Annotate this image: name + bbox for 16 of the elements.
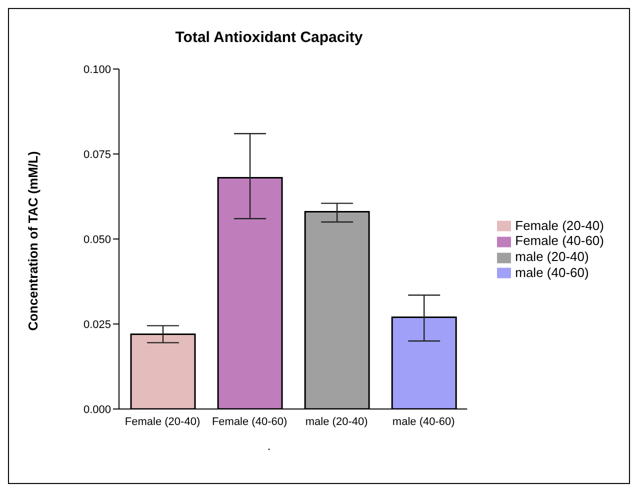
x-tick-label: male (40-60) xyxy=(392,416,455,428)
legend-label: Female (40-60) xyxy=(515,233,604,248)
y-tick-label: 0.025 xyxy=(83,318,111,331)
legend-label: male (20-40) xyxy=(515,249,589,264)
text: . xyxy=(266,439,272,453)
x-tick-label: Female (20-40) xyxy=(124,416,200,428)
legend-label: male (40-60) xyxy=(515,264,589,280)
y-tick-label: 0.100 xyxy=(83,64,111,76)
legend-label: Female (20-40) xyxy=(515,218,604,233)
y-tick-label: 0.050 xyxy=(83,234,111,246)
x-tick-label: Female (40-60) xyxy=(212,416,288,428)
y-tick-label: 0.000 xyxy=(83,404,111,416)
y-axis-title: Concentration of TAC (mM/L) xyxy=(26,151,40,331)
y-tick-label: 0.075 xyxy=(83,148,111,161)
x-tick-label: male (20-40) xyxy=(305,416,368,428)
chart-title: Total Antioxidant Capacity xyxy=(174,29,364,46)
